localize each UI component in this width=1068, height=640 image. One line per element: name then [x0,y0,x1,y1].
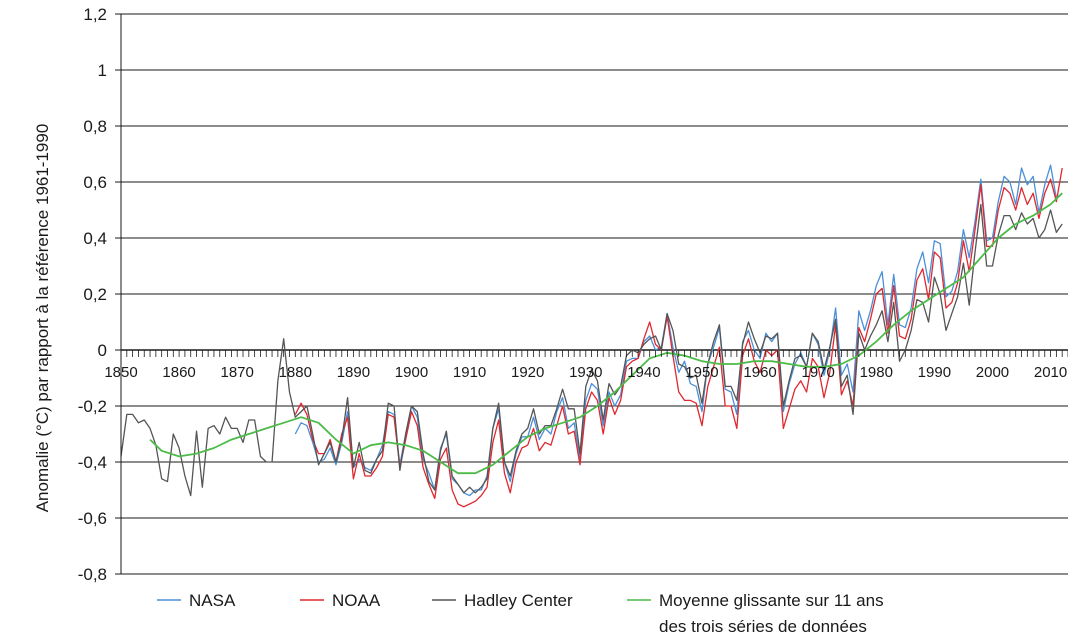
x-tick-label: 1930 [569,364,602,381]
y-tick-label: -0,4 [78,453,107,472]
x-tick-label: 1970 [801,364,834,381]
x-tick-label: 1860 [162,364,195,381]
x-tick-label: 1990 [918,364,951,381]
legend-label: Hadley Center [464,591,573,610]
x-tick-label: 2010 [1034,364,1067,381]
axes: 1,2 1 0,8 0,6 0,4 0,2 0 -0,2 -0,4 -0,6 -0,8 1850 186… [78,5,1068,584]
y-tick-label: -0,8 [78,565,107,584]
y-tick-label: 0 [98,341,107,360]
grid-lines [121,13,1068,575]
y-axis-title: Anomalie (°C) par rapport à la référence… [33,124,52,513]
x-tick-label: 1920 [511,364,544,381]
x-tick-label: 2000 [976,364,1009,381]
x-tick-label: 1950 [685,364,718,381]
legend-label-line2: des trois séries de données [659,617,867,636]
x-tick-label: 1880 [279,364,312,381]
y-tick-label: 0,8 [83,117,107,136]
y-tick-label: 1 [98,61,107,80]
legend: NASA NOAA Hadley Center Moyenne glissante s… [157,591,884,636]
x-tick-label: 1850 [104,364,137,381]
y-tick-label: 0,2 [83,285,107,304]
y-tick-label: 1,2 [83,5,107,24]
x-tick-label: 1940 [627,364,660,381]
legend-label: NASA [189,591,236,610]
x-tick-label: 1960 [743,364,776,381]
x-tick-label: 1870 [221,364,254,381]
x-tick-label: 1980 [860,364,893,381]
series-line-nasa [294,164,1063,497]
y-tick-label: 0,6 [83,173,107,192]
legend-label: Moyenne glissante sur 11 ans [659,591,884,610]
y-tick-label: -0,2 [78,397,107,416]
x-tick-label: 1900 [395,364,428,381]
y-tick-label: 0,4 [83,229,107,248]
legend-label: NOAA [332,591,381,610]
series-line-noaa [294,167,1063,508]
x-tick-label: 1910 [453,364,486,381]
x-tick-label: 1890 [337,364,370,381]
series-line-moyenne-glissante-sur-11-ans-des-trois-s-ries-de-donn-es [149,192,1063,475]
y-tick-label: -0,6 [78,509,107,528]
series-lines [120,164,1063,508]
